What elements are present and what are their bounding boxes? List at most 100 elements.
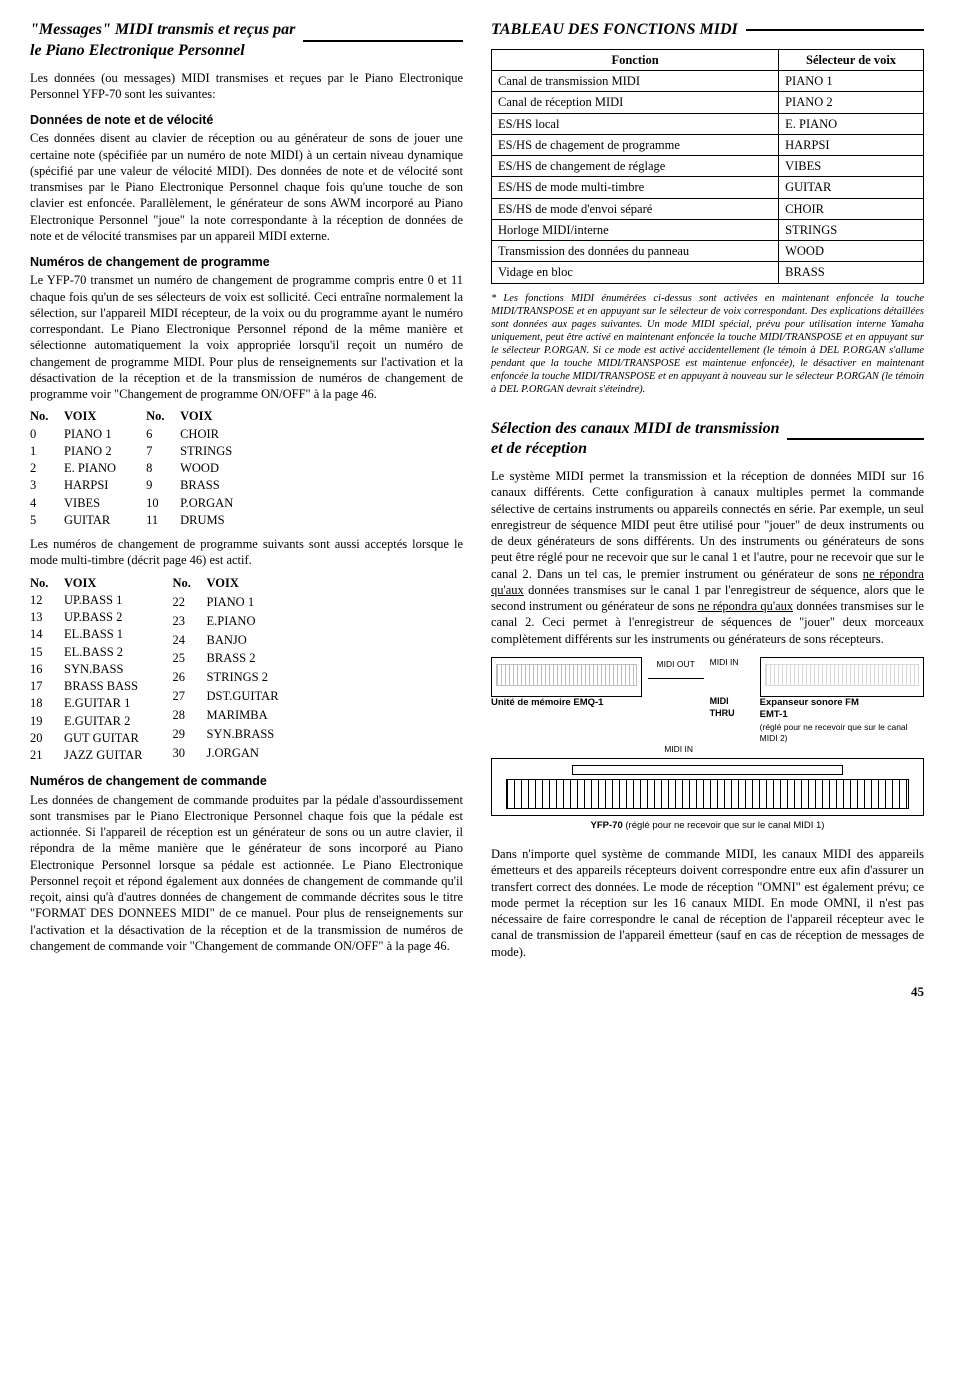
- col-header-voix: VOIX: [64, 408, 116, 424]
- voice-no: 1: [30, 443, 56, 459]
- voice-name: P.ORGAN: [180, 495, 233, 511]
- voice-no: 30: [173, 745, 199, 763]
- voice-name: STRINGS 2: [207, 669, 279, 687]
- title-line-1: "Messages" MIDI transmis et reçus par: [30, 21, 295, 38]
- voice-name: PIANO 2: [64, 443, 116, 459]
- voice-no: 22: [173, 594, 199, 612]
- voice-no: 19: [30, 713, 56, 729]
- voice-no: 26: [173, 669, 199, 687]
- cell-fonction: Transmission des données du panneau: [492, 241, 779, 262]
- voice-table-1: No. VOIX 0PIANO 11PIANO 22E. PIANO3HARPS…: [30, 408, 463, 528]
- cell-selecteur: GUITAR: [779, 177, 924, 198]
- table-row: ES/HS de chagement de programmeHARPSI: [492, 134, 924, 155]
- voice-name: HARPSI: [64, 477, 116, 493]
- voice-no: 8: [146, 460, 172, 476]
- page-number: 45: [30, 984, 924, 1001]
- voice-no: 3: [30, 477, 56, 493]
- table-row: Canal de réception MIDIPIANO 2: [492, 92, 924, 113]
- diagram-device-2-label-a: Expanseur sonore FM: [760, 697, 924, 709]
- voice-no: 14: [30, 626, 56, 642]
- table-row: ES/HS localE. PIANO: [492, 113, 924, 134]
- cell-fonction: Horloge MIDI/interne: [492, 219, 779, 240]
- voice-no: 20: [30, 730, 56, 746]
- paragraph-channels: Le système MIDI permet la transmission e…: [491, 468, 924, 647]
- voice-name: CHOIR: [180, 426, 233, 442]
- voice-no: 15: [30, 644, 56, 660]
- table-row: ES/HS de mode multi-timbreGUITAR: [492, 177, 924, 198]
- voice-name: DRUMS: [180, 512, 233, 528]
- voice-no: 9: [146, 477, 172, 493]
- voice-name: STRINGS: [180, 443, 233, 459]
- cell-selecteur: VIBES: [779, 156, 924, 177]
- table-header-selecteur: Sélecteur de voix: [779, 49, 924, 70]
- voice-name: SYN.BASS: [64, 661, 143, 677]
- voice-name: GUITAR: [64, 512, 116, 528]
- table-row: Vidage en blocBRASS: [492, 262, 924, 283]
- table-row: Transmission des données du panneauWOOD: [492, 241, 924, 262]
- diagram-device-2-label-b: EMT-1: [760, 709, 924, 721]
- voice-no: 24: [173, 632, 199, 650]
- voice-name: UP.BASS 2: [64, 609, 143, 625]
- voice-name: EL.BASS 1: [64, 626, 143, 642]
- subheading-note-velocity: Données de note et de vélocité: [30, 112, 463, 128]
- voice-name: VIBES: [64, 495, 116, 511]
- table-row: Horloge MIDI/interneSTRINGS: [492, 219, 924, 240]
- voice-no: 27: [173, 688, 199, 706]
- voice-no: 25: [173, 650, 199, 668]
- paragraph-omni: Dans n'importe quel système de commande …: [491, 846, 924, 960]
- col-header-no: No.: [30, 408, 56, 424]
- voice-name: E.PIANO: [207, 613, 279, 631]
- voice-no: 5: [30, 512, 56, 528]
- voice-name: BRASS 2: [207, 650, 279, 668]
- voice-no: 10: [146, 495, 172, 511]
- voice-name: BANJO: [207, 632, 279, 650]
- page: "Messages" MIDI transmis et reçus par le…: [30, 20, 924, 964]
- voice-no: 13: [30, 609, 56, 625]
- cell-fonction: ES/HS de mode multi-timbre: [492, 177, 779, 198]
- diagram-label-midi-in-2: MIDI IN: [664, 744, 693, 755]
- voice-no: 11: [146, 512, 172, 528]
- col-header-voix: VOIX: [64, 575, 143, 591]
- p1-part-a: Le système MIDI permet la transmission e…: [491, 469, 924, 581]
- voice-name: EL.BASS 2: [64, 644, 143, 660]
- voice-name: E.GUITAR 2: [64, 713, 143, 729]
- voice-no: 2: [30, 460, 56, 476]
- title-line-2: le Piano Electronique Personnel: [30, 42, 245, 59]
- cell-selecteur: PIANO 1: [779, 71, 924, 92]
- voice-no: 4: [30, 495, 56, 511]
- voice-table-2: No. VOIX 12UP.BASS 113UP.BASS 214EL.BASS…: [30, 575, 463, 764]
- voice-no: 6: [146, 426, 172, 442]
- voice-no: 18: [30, 695, 56, 711]
- cell-selecteur: PIANO 2: [779, 92, 924, 113]
- diagram-keyboard-icon: [506, 779, 909, 809]
- table-row: ES/HS de changement de réglageVIBES: [492, 156, 924, 177]
- voice-no: 23: [173, 613, 199, 631]
- diagram-label-midi-in: MIDI IN: [710, 657, 754, 668]
- voice-no: 29: [173, 726, 199, 744]
- cell-selecteur: CHOIR: [779, 198, 924, 219]
- table-row: Canal de transmission MIDIPIANO 1: [492, 71, 924, 92]
- diagram-caption: YFP-70 (réglé pour ne recevoir que sur l…: [491, 820, 924, 832]
- cell-fonction: ES/HS de chagement de programme: [492, 134, 779, 155]
- table-row: ES/HS de mode d'envoi séparéCHOIR: [492, 198, 924, 219]
- voice-name: GUT GUITAR: [64, 730, 143, 746]
- functions-table: Fonction Sélecteur de voix Canal de tran…: [491, 49, 924, 284]
- cell-fonction: Canal de réception MIDI: [492, 92, 779, 113]
- voice-name: BRASS BASS: [64, 678, 143, 694]
- voice-no: 0: [30, 426, 56, 442]
- col-header-no: No.: [146, 408, 172, 424]
- diagram-label-midi-out: MIDI OUT: [648, 659, 704, 670]
- paragraph-note-velocity: Ces données disent au clavier de récepti…: [30, 130, 463, 244]
- cell-fonction: ES/HS de changement de réglage: [492, 156, 779, 177]
- paragraph-program-change: Le YFP-70 transmet un numéro de changeme…: [30, 272, 463, 402]
- section-title-messages: "Messages" MIDI transmis et reçus par le…: [30, 20, 463, 62]
- voice-name: JAZZ GUITAR: [64, 747, 143, 763]
- voice-no: 7: [146, 443, 172, 459]
- voice-name: UP.BASS 1: [64, 592, 143, 608]
- section-title-tableau: TABLEAU DES FONCTIONS MIDI: [491, 20, 924, 41]
- title2-line-2: et de réception: [491, 440, 587, 457]
- cell-selecteur: HARPSI: [779, 134, 924, 155]
- voice-name: SYN.BRASS: [207, 726, 279, 744]
- cell-selecteur: BRASS: [779, 262, 924, 283]
- voice-name: PIANO 1: [64, 426, 116, 442]
